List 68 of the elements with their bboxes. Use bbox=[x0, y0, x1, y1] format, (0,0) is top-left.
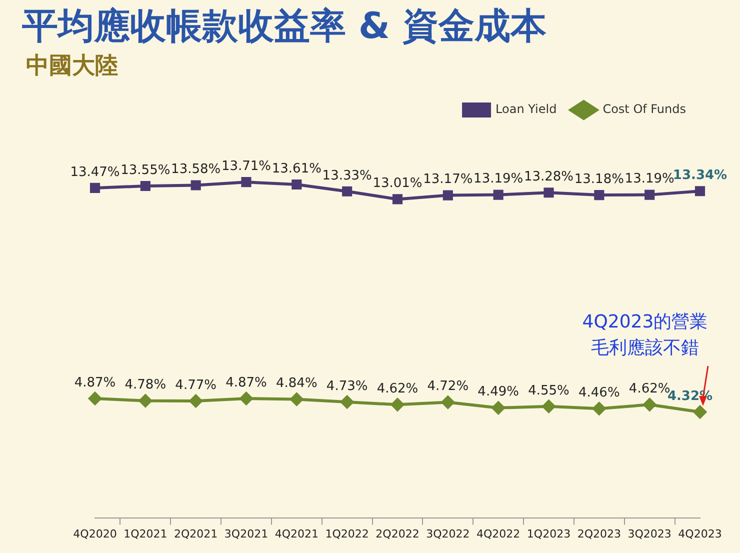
data-label: 13.47% bbox=[70, 164, 120, 180]
point bbox=[138, 394, 152, 408]
data-label: 4.87% bbox=[226, 375, 267, 390]
x-tick-label: 3Q2021 bbox=[224, 527, 268, 540]
x-tick-label: 4Q2021 bbox=[274, 527, 318, 540]
chart-title: 平均應收帳款收益率 & 資金成本 bbox=[22, 5, 546, 49]
data-label: 13.19% bbox=[474, 172, 524, 187]
point bbox=[492, 401, 505, 414]
point bbox=[88, 392, 102, 406]
x-tick-label: 1Q2021 bbox=[124, 527, 168, 540]
x-tick-label: 4Q2023 bbox=[678, 527, 722, 540]
data-label: 4.78% bbox=[124, 378, 166, 393]
point bbox=[644, 190, 655, 200]
data-label: 13.61% bbox=[272, 161, 322, 176]
point bbox=[694, 406, 706, 419]
point bbox=[442, 190, 453, 200]
point bbox=[90, 182, 100, 193]
x-tick-label: 4Q2022 bbox=[476, 527, 520, 540]
data-label: 4.73% bbox=[326, 378, 368, 394]
point bbox=[340, 395, 354, 408]
point bbox=[240, 392, 253, 406]
data-label: 13.34% bbox=[672, 168, 728, 184]
x-tick-label: 2Q2021 bbox=[174, 527, 218, 540]
data-label: 4.46% bbox=[578, 385, 620, 400]
data-label: 4.55% bbox=[528, 383, 570, 398]
legend-label: Cost Of Funds bbox=[602, 102, 686, 116]
data-label: 4.87% bbox=[74, 375, 116, 390]
data-label: 4.77% bbox=[175, 378, 216, 393]
data-label: 13.55% bbox=[120, 162, 170, 178]
point bbox=[342, 186, 352, 196]
data-label: 13.01% bbox=[372, 176, 422, 192]
point bbox=[392, 194, 403, 204]
x-tick-label: 2Q2022 bbox=[376, 527, 420, 540]
data-label: 13.19% bbox=[624, 172, 674, 187]
x-tick-label: 3Q2023 bbox=[628, 527, 672, 540]
point bbox=[292, 179, 302, 190]
data-label: 4.49% bbox=[478, 384, 519, 400]
data-label: 13.58% bbox=[171, 162, 221, 178]
point bbox=[542, 400, 556, 413]
data-label: 13.33% bbox=[322, 168, 372, 184]
point bbox=[493, 190, 504, 200]
point bbox=[189, 394, 202, 408]
point bbox=[290, 392, 304, 406]
data-label: 4.62% bbox=[376, 382, 418, 397]
x-tick-label: 4Q2020 bbox=[73, 527, 117, 540]
data-label: 13.28% bbox=[524, 169, 574, 184]
data-label: 13.17% bbox=[423, 172, 473, 188]
point bbox=[544, 188, 554, 198]
point bbox=[694, 186, 706, 196]
point bbox=[441, 396, 454, 409]
x-tick-label: 1Q2022 bbox=[325, 527, 369, 540]
x-tick-label: 2Q2023 bbox=[577, 527, 621, 540]
chart-subtitle: 中國大陸 bbox=[26, 52, 118, 81]
point bbox=[592, 402, 606, 416]
point bbox=[391, 398, 404, 412]
data-label: 4.72% bbox=[427, 379, 469, 394]
x-tick-label: 3Q2022 bbox=[426, 527, 470, 540]
annotation: 4Q2023的營業毛利應該不錯 bbox=[582, 312, 708, 359]
point bbox=[241, 177, 252, 188]
point bbox=[140, 180, 150, 192]
x-tick-label: 1Q2023 bbox=[526, 527, 571, 540]
legend-label: Loan Yield bbox=[496, 102, 557, 116]
point bbox=[594, 190, 604, 200]
data-label: 13.18% bbox=[574, 172, 624, 187]
data-label: 4.84% bbox=[276, 376, 318, 392]
data-label: 13.71% bbox=[221, 158, 272, 174]
point bbox=[190, 180, 201, 190]
point bbox=[643, 398, 656, 412]
